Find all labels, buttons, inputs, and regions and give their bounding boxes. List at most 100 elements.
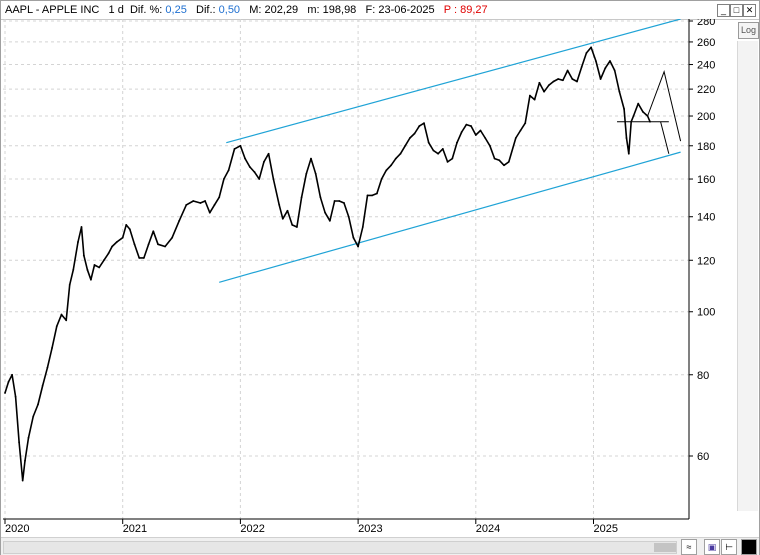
indicator-icon[interactable]: ≈ xyxy=(681,539,697,555)
price-point xyxy=(133,243,136,246)
max-label: M: xyxy=(249,4,262,16)
price-point xyxy=(507,161,510,163)
price-point xyxy=(451,157,454,160)
price-point xyxy=(613,69,616,72)
price-point xyxy=(185,203,188,206)
price-point xyxy=(566,69,569,72)
price-point xyxy=(272,178,275,180)
price-point xyxy=(107,252,110,255)
log-scale-button[interactable]: Log xyxy=(738,22,759,39)
price-point xyxy=(4,392,6,394)
minimize-button[interactable]: _ xyxy=(717,4,730,17)
price-point xyxy=(413,132,416,135)
price-point xyxy=(338,200,341,202)
price-point xyxy=(68,283,71,286)
price-point xyxy=(227,169,230,172)
price-point xyxy=(157,243,159,246)
price-point xyxy=(390,164,392,167)
bottom-bar: ≈ ▣ ⊢ xyxy=(1,537,759,555)
price-point xyxy=(423,122,425,125)
price-point xyxy=(343,202,345,204)
price-point xyxy=(484,137,487,139)
price-point xyxy=(218,196,221,199)
close-button[interactable]: ✕ xyxy=(743,4,756,17)
channel-line xyxy=(226,19,681,144)
price-point xyxy=(404,144,407,147)
price-point xyxy=(111,245,114,248)
maximize-button[interactable]: □ xyxy=(730,4,743,17)
x-tick-label: 2020 xyxy=(5,523,29,535)
price-point xyxy=(557,78,560,80)
price-point xyxy=(248,166,251,168)
price-point xyxy=(41,384,44,387)
dif-pct-label: Dif. %: xyxy=(129,4,163,16)
price-point xyxy=(357,245,359,248)
price-point xyxy=(72,268,75,271)
price-point xyxy=(399,152,402,155)
price-point xyxy=(519,129,522,132)
price-point xyxy=(51,346,53,349)
y-tick-label: 60 xyxy=(697,451,709,463)
price-point xyxy=(538,81,541,84)
price-point xyxy=(571,78,574,80)
price-point xyxy=(37,403,39,406)
price-point xyxy=(24,459,26,462)
price-point xyxy=(286,209,289,212)
price-point xyxy=(65,319,68,322)
price-point xyxy=(625,137,628,139)
trend-channel xyxy=(219,19,681,283)
price-point xyxy=(27,436,30,439)
y-tick-label: 80 xyxy=(697,370,709,382)
price-point xyxy=(394,157,397,160)
price-point xyxy=(432,149,435,152)
pin-icon[interactable]: ⊢ xyxy=(721,539,737,555)
price-line xyxy=(4,46,651,482)
price-point xyxy=(580,66,583,68)
price-point xyxy=(503,164,505,167)
y-tick-label: 100 xyxy=(697,307,715,319)
price-point xyxy=(627,152,630,155)
price-point xyxy=(21,479,24,482)
color-swatch-icon[interactable] xyxy=(741,539,757,555)
price-point xyxy=(90,278,92,281)
price-point xyxy=(585,52,588,54)
price-point xyxy=(470,125,472,127)
price-point xyxy=(138,257,141,259)
price-point xyxy=(498,159,501,162)
price-point xyxy=(152,230,155,233)
p-label: P : xyxy=(443,4,458,16)
horizontal-scrollbar[interactable] xyxy=(3,541,677,554)
dif-pct-value: 0,25 xyxy=(165,4,187,16)
price-point xyxy=(547,84,550,87)
price-point xyxy=(244,157,247,160)
price-series xyxy=(4,46,651,482)
price-point xyxy=(291,224,294,226)
price-point xyxy=(427,141,430,144)
price-point xyxy=(437,152,440,155)
price-point xyxy=(371,194,374,197)
price-point xyxy=(590,46,593,49)
price-point xyxy=(11,373,13,376)
vertical-scrollbar[interactable] xyxy=(737,41,758,511)
price-point xyxy=(446,161,449,163)
price-point xyxy=(514,137,517,139)
price-point xyxy=(295,226,298,228)
price-point xyxy=(623,108,626,110)
price-point xyxy=(533,98,536,101)
annotations xyxy=(617,69,682,154)
price-point xyxy=(594,60,597,62)
price-point xyxy=(55,325,58,328)
price-point xyxy=(93,264,96,266)
price-point xyxy=(77,241,79,243)
price-point xyxy=(465,123,468,126)
price-point xyxy=(267,152,270,155)
price-point xyxy=(46,366,49,369)
price-point xyxy=(310,157,312,160)
price-point xyxy=(637,102,640,105)
price-chart[interactable]: 60 80 100 120 140 160 180 200 220 240 260 280 2020 20… xyxy=(1,19,759,537)
price-point xyxy=(385,169,388,172)
save-icon[interactable]: ▣ xyxy=(704,539,720,555)
symbol-label: AAPL - APPLE INC xyxy=(5,4,100,16)
scroll-thumb[interactable] xyxy=(654,543,676,552)
